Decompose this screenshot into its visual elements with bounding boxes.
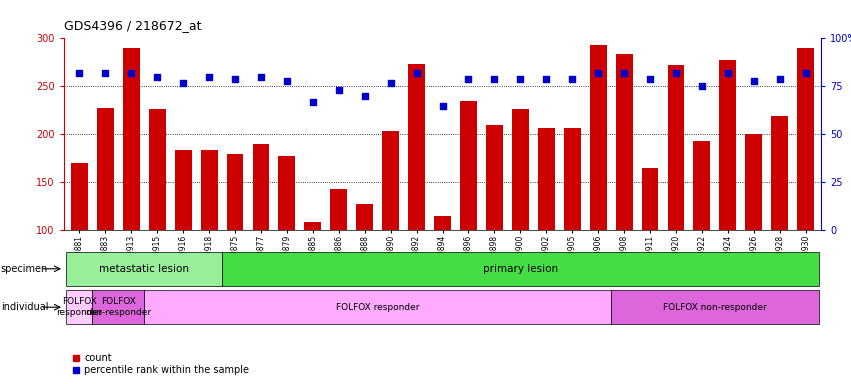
Text: FOLFOX non-responder: FOLFOX non-responder — [663, 303, 767, 312]
Bar — [174, 150, 191, 230]
Point — [513, 76, 527, 82]
Bar — [590, 45, 607, 230]
Bar — [797, 48, 814, 230]
Text: FOLFOX
responder: FOLFOX responder — [56, 298, 102, 317]
Bar — [460, 101, 477, 230]
Legend: count, percentile rank within the sample: count, percentile rank within the sample — [69, 349, 253, 379]
Bar — [382, 131, 399, 230]
Text: individual: individual — [1, 302, 49, 312]
Point — [384, 79, 397, 86]
Bar — [642, 168, 659, 230]
Bar — [66, 252, 222, 286]
Point — [721, 70, 734, 76]
Bar — [201, 150, 218, 230]
Bar — [434, 216, 451, 230]
Point — [99, 70, 112, 76]
Bar — [694, 141, 711, 230]
Bar — [93, 290, 144, 324]
Point — [280, 78, 294, 84]
Text: specimen: specimen — [1, 264, 49, 274]
Bar — [66, 290, 93, 324]
Point — [488, 76, 501, 82]
Point — [591, 70, 605, 76]
Bar — [771, 116, 788, 230]
Bar — [97, 108, 114, 230]
Bar — [357, 204, 373, 230]
Bar — [253, 144, 270, 230]
Bar — [611, 290, 819, 324]
Point — [72, 70, 86, 76]
Point — [617, 70, 631, 76]
Point — [151, 74, 164, 80]
Bar — [144, 290, 611, 324]
Bar — [149, 109, 166, 230]
Point — [773, 76, 786, 82]
Bar — [408, 64, 425, 230]
Bar — [123, 48, 140, 230]
Point — [176, 79, 190, 86]
Bar — [71, 163, 88, 230]
Bar — [222, 252, 819, 286]
Point — [436, 103, 449, 109]
Point — [747, 78, 761, 84]
Point — [332, 87, 346, 93]
Text: FOLFOX responder: FOLFOX responder — [336, 303, 420, 312]
Bar — [305, 222, 322, 230]
Bar — [512, 109, 528, 230]
Point — [540, 76, 553, 82]
Point — [461, 76, 475, 82]
Bar — [563, 127, 580, 230]
Point — [669, 70, 683, 76]
Point — [799, 70, 813, 76]
Point — [410, 70, 424, 76]
Bar — [538, 127, 555, 230]
Text: FOLFOX
non-responder: FOLFOX non-responder — [85, 298, 151, 317]
Point — [124, 70, 138, 76]
Bar — [486, 125, 503, 230]
Bar — [719, 60, 736, 230]
Point — [643, 76, 657, 82]
Point — [358, 93, 372, 99]
Bar — [615, 54, 632, 230]
Bar — [330, 189, 347, 230]
Point — [695, 83, 709, 89]
Point — [306, 99, 320, 105]
Point — [565, 76, 579, 82]
Point — [203, 74, 216, 80]
Point — [254, 74, 268, 80]
Bar — [226, 154, 243, 230]
Bar — [745, 134, 762, 230]
Text: primary lesion: primary lesion — [483, 264, 558, 274]
Bar — [667, 65, 684, 230]
Bar — [278, 156, 295, 230]
Text: metastatic lesion: metastatic lesion — [100, 264, 189, 274]
Text: GDS4396 / 218672_at: GDS4396 / 218672_at — [64, 19, 202, 32]
Point — [228, 76, 242, 82]
